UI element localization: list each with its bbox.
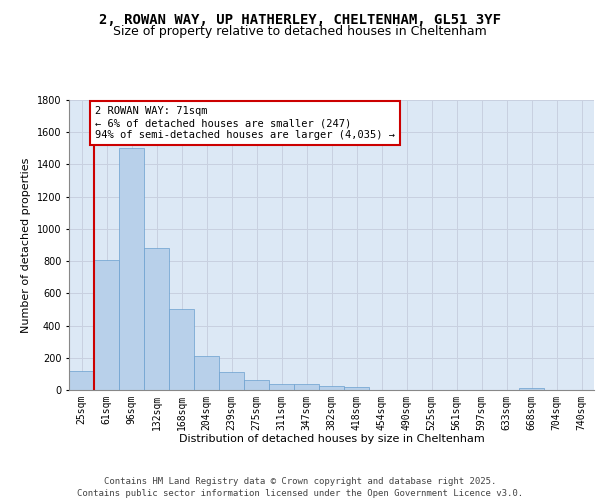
Text: Size of property relative to detached houses in Cheltenham: Size of property relative to detached ho… bbox=[113, 25, 487, 38]
X-axis label: Distribution of detached houses by size in Cheltenham: Distribution of detached houses by size … bbox=[179, 434, 484, 444]
Bar bbox=[519, 388, 544, 390]
Bar bbox=[269, 384, 294, 390]
Text: 2, ROWAN WAY, UP HATHERLEY, CHELTENHAM, GL51 3YF: 2, ROWAN WAY, UP HATHERLEY, CHELTENHAM, … bbox=[99, 12, 501, 26]
Bar bbox=[94, 260, 119, 390]
Y-axis label: Number of detached properties: Number of detached properties bbox=[21, 158, 31, 332]
Bar bbox=[294, 384, 319, 390]
Bar bbox=[319, 386, 344, 390]
Text: Contains HM Land Registry data © Crown copyright and database right 2025.
Contai: Contains HM Land Registry data © Crown c… bbox=[77, 476, 523, 498]
Bar bbox=[244, 380, 269, 390]
Bar bbox=[344, 387, 369, 390]
Bar bbox=[119, 148, 144, 390]
Bar bbox=[194, 356, 219, 390]
Bar bbox=[69, 370, 94, 390]
Bar bbox=[169, 310, 194, 390]
Bar bbox=[219, 372, 244, 390]
Text: 2 ROWAN WAY: 71sqm
← 6% of detached houses are smaller (247)
94% of semi-detache: 2 ROWAN WAY: 71sqm ← 6% of detached hous… bbox=[95, 106, 395, 140]
Bar bbox=[144, 248, 169, 390]
